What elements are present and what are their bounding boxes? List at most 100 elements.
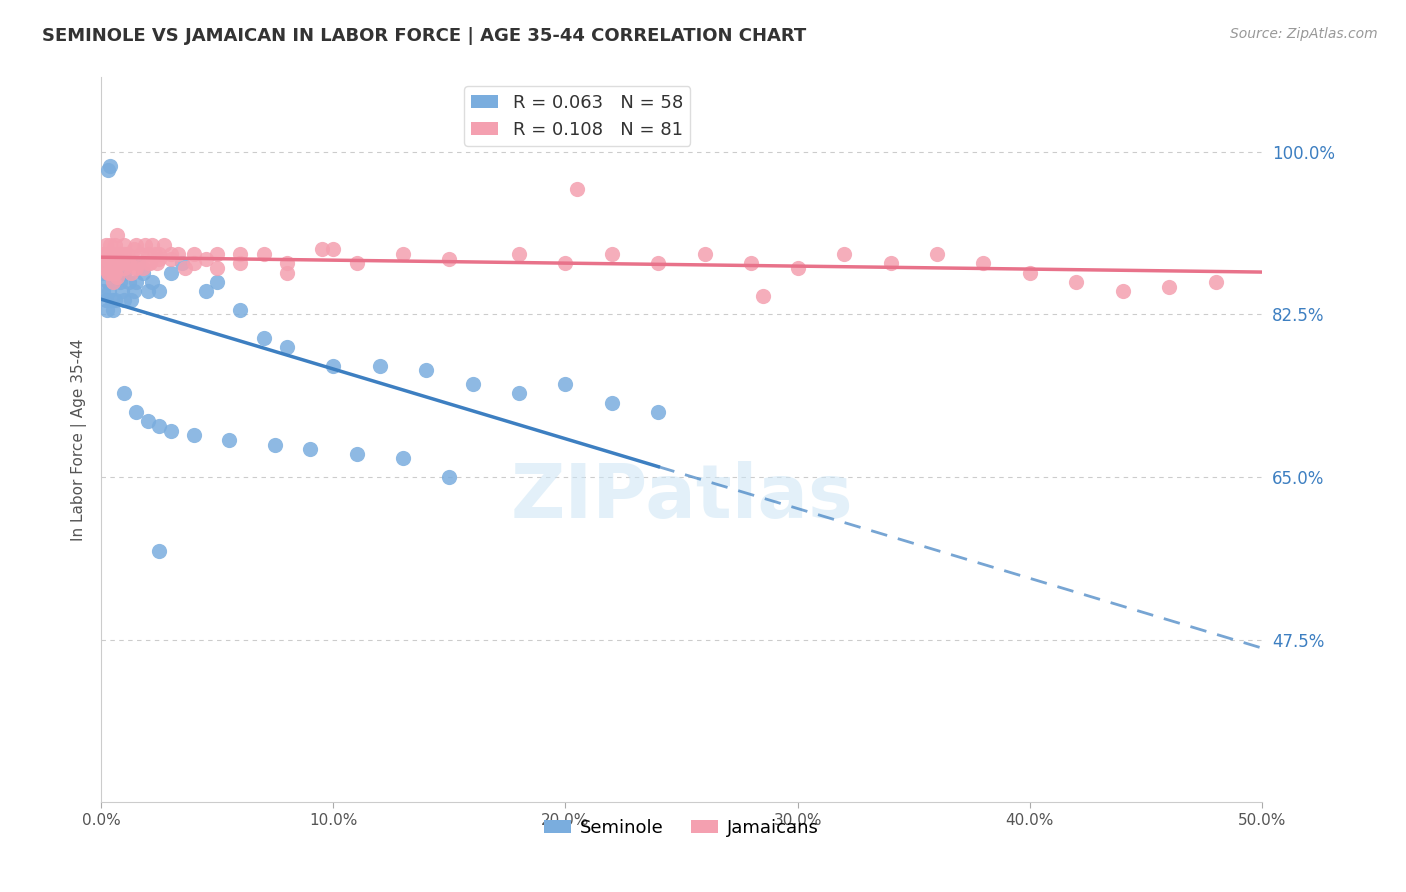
Point	[91, 256, 114, 270]
Point	[647, 405, 669, 419]
Point	[127, 256, 149, 270]
Point	[136, 247, 159, 261]
Point	[1205, 275, 1227, 289]
Point	[972, 256, 994, 270]
Point	[148, 418, 170, 433]
Point	[299, 442, 322, 457]
Point	[172, 256, 194, 270]
Text: Source: ZipAtlas.com: Source: ZipAtlas.com	[1230, 27, 1378, 41]
Point	[100, 256, 122, 270]
Point	[118, 256, 141, 270]
Point	[118, 256, 141, 270]
Point	[166, 247, 188, 261]
Point	[105, 228, 128, 243]
Point	[322, 243, 344, 257]
Point	[439, 252, 461, 266]
Point	[120, 293, 142, 308]
Point	[276, 256, 298, 270]
Point	[159, 247, 181, 261]
Point	[108, 247, 131, 261]
Point	[1064, 275, 1087, 289]
Point	[183, 428, 205, 442]
Point	[253, 247, 276, 261]
Point	[93, 256, 115, 270]
Point	[136, 256, 159, 270]
Point	[693, 247, 716, 261]
Point	[127, 256, 149, 270]
Legend: Seminole, Jamaicans: Seminole, Jamaicans	[537, 812, 827, 844]
Point	[139, 256, 162, 270]
Y-axis label: In Labor Force | Age 35-44: In Labor Force | Age 35-44	[72, 339, 87, 541]
Point	[112, 293, 135, 308]
Point	[104, 266, 127, 280]
Point	[565, 182, 588, 196]
Point	[461, 377, 484, 392]
Point	[183, 247, 205, 261]
Point	[94, 293, 117, 308]
Point	[112, 260, 135, 275]
Point	[101, 275, 124, 289]
Point	[832, 247, 855, 261]
Point	[98, 266, 121, 280]
Point	[100, 266, 122, 280]
Point	[173, 260, 195, 275]
Point	[98, 284, 121, 298]
Point	[120, 266, 142, 280]
Point	[129, 247, 152, 261]
Point	[122, 243, 145, 257]
Point	[115, 247, 138, 261]
Point	[159, 252, 181, 266]
Point	[108, 256, 131, 270]
Point	[276, 340, 298, 354]
Point	[118, 275, 141, 289]
Point	[93, 260, 115, 275]
Point	[125, 275, 148, 289]
Point	[101, 266, 124, 280]
Point	[205, 275, 228, 289]
Point	[879, 256, 901, 270]
Point	[229, 247, 252, 261]
Point	[104, 237, 127, 252]
Text: SEMINOLE VS JAMAICAN IN LABOR FORCE | AGE 35-44 CORRELATION CHART: SEMINOLE VS JAMAICAN IN LABOR FORCE | AG…	[42, 27, 807, 45]
Point	[368, 359, 391, 373]
Point	[253, 331, 276, 345]
Point	[96, 302, 118, 317]
Point	[136, 284, 159, 298]
Point	[740, 256, 762, 270]
Point	[97, 275, 120, 289]
Point	[600, 247, 623, 261]
Point	[112, 247, 135, 261]
Point	[112, 266, 135, 280]
Text: ZIPatlas: ZIPatlas	[510, 461, 853, 534]
Point	[786, 260, 808, 275]
Point	[146, 256, 169, 270]
Point	[159, 424, 181, 438]
Point	[159, 266, 181, 280]
Point	[115, 256, 138, 270]
Point	[101, 275, 124, 289]
Point	[311, 243, 333, 257]
Point	[148, 247, 170, 261]
Point	[554, 256, 576, 270]
Point	[508, 386, 530, 401]
Point	[264, 437, 287, 451]
Point	[439, 470, 461, 484]
Point	[925, 247, 948, 261]
Point	[125, 260, 148, 275]
Point	[1112, 284, 1135, 298]
Point	[346, 447, 368, 461]
Point	[218, 433, 240, 447]
Point	[100, 159, 122, 173]
Point	[93, 284, 115, 298]
Point	[148, 544, 170, 558]
Point	[346, 256, 368, 270]
Point	[105, 270, 128, 285]
Point	[125, 237, 148, 252]
Point	[392, 247, 415, 261]
Point	[194, 284, 217, 298]
Point	[101, 302, 124, 317]
Point	[392, 451, 415, 466]
Point	[276, 266, 298, 280]
Point	[97, 266, 120, 280]
Point	[112, 386, 135, 401]
